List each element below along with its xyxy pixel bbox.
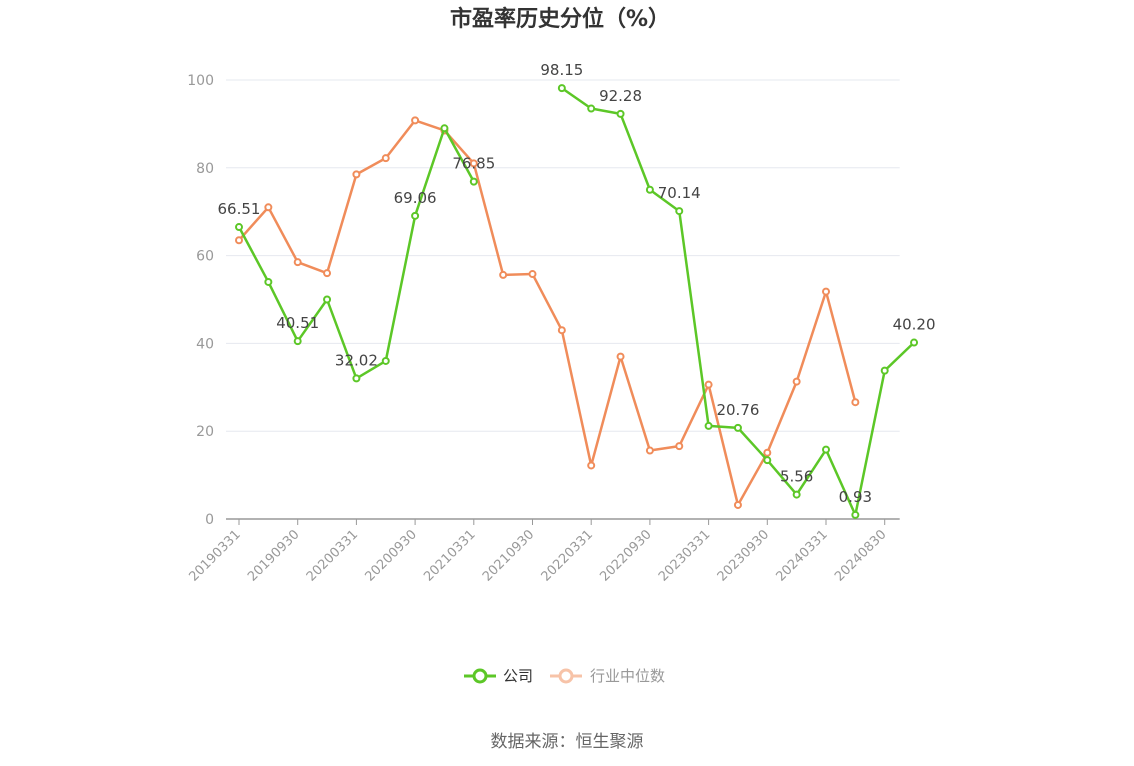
point-company [763, 456, 772, 465]
point-company [675, 207, 684, 216]
point-industry [645, 446, 654, 455]
x-tick-label: 20230930 [715, 527, 772, 584]
legend[interactable]: 公司 行业中位数 [464, 667, 665, 685]
legend-industry-marker [558, 668, 574, 684]
point-company [323, 295, 332, 304]
legend-company-label: 公司 [503, 667, 533, 685]
point-company [235, 223, 243, 232]
x-tick-label: 20190930 [245, 527, 302, 584]
point-company [264, 277, 273, 286]
point-industry [352, 170, 361, 179]
point-industry [293, 258, 302, 267]
point-company [880, 366, 889, 375]
data-label: 92.28 [599, 87, 642, 105]
point-industry [851, 398, 860, 407]
x-axis: 20190331 20190930 20200331 20200930 20210331… [186, 518, 900, 585]
legend-item-industry[interactable]: 行业中位数 [550, 667, 665, 685]
data-label: 70.14 [658, 184, 701, 202]
point-industry [675, 442, 684, 451]
data-label: 5.56 [780, 468, 813, 486]
point-company [704, 421, 713, 430]
x-tick-label: 20210331 [421, 527, 478, 584]
data-labels: 66.51 40.51 32.02 69.06 76.85 98.15 92.28 70.14… [218, 61, 936, 506]
x-tick-label: 20190331 [186, 527, 243, 584]
series-line-company [237, 127, 475, 380]
series-line-company [561, 87, 915, 517]
point-company [440, 124, 449, 133]
y-tick-label: 20 [196, 424, 214, 440]
point-industry [264, 203, 273, 212]
point-company [557, 84, 566, 93]
point-industry [235, 236, 243, 245]
y-tick-label: 60 [196, 249, 214, 265]
x-tick-label: 20200930 [363, 527, 420, 584]
point-company [411, 211, 420, 220]
point-company [910, 338, 919, 347]
source-note: 数据来源：恒生聚源 [491, 732, 644, 752]
point-company [733, 423, 742, 432]
legend-industry-label: 行业中位数 [590, 667, 665, 685]
y-tick-label: 40 [196, 336, 214, 352]
point-company [792, 490, 801, 499]
point-company [352, 374, 361, 383]
series-group [235, 84, 919, 519]
point-industry [381, 154, 390, 163]
x-tick-label: 20240331 [773, 527, 830, 584]
point-industry [469, 159, 478, 168]
data-label: 0.93 [839, 488, 872, 506]
x-tick-label: 20230331 [656, 527, 713, 584]
point-industry [557, 326, 566, 335]
data-label: 20.76 [716, 401, 759, 419]
data-label: 40.20 [893, 316, 936, 334]
y-tick-label: 0 [205, 512, 214, 528]
data-label: 76.85 [452, 155, 495, 173]
point-industry [587, 461, 596, 470]
legend-company-marker [472, 668, 488, 684]
point-company [616, 109, 625, 118]
grid [226, 79, 900, 432]
data-label: 32.02 [335, 351, 378, 369]
point-industry [733, 500, 742, 509]
series-line-industry [238, 119, 857, 507]
x-tick-label: 20200331 [304, 527, 361, 584]
data-label: 40.51 [276, 314, 319, 332]
point-industry [323, 269, 332, 278]
point-industry [499, 270, 508, 279]
x-tick-label: 20240830 [832, 527, 889, 584]
point-company [381, 356, 390, 365]
y-tick-label: 80 [196, 161, 214, 177]
point-industry [792, 377, 801, 386]
point-industry [763, 448, 772, 457]
point-industry [411, 116, 420, 125]
y-axis: 0 20 40 60 80 100 [187, 73, 214, 528]
chart-title: 市盈率历史分位（%） [450, 6, 670, 32]
point-industry [616, 352, 625, 361]
data-label: 69.06 [394, 189, 437, 207]
point-company [587, 104, 596, 113]
point-industry [528, 270, 537, 279]
x-tick-label: 20220331 [539, 527, 596, 584]
x-tick-label: 20210930 [480, 527, 537, 584]
point-company [469, 177, 478, 186]
x-tick-label: 20220930 [597, 527, 654, 584]
point-company [293, 337, 302, 346]
point-industry [822, 287, 830, 296]
point-company [851, 510, 860, 519]
point-industry [704, 380, 713, 389]
y-tick-label: 100 [187, 73, 214, 89]
data-label: 66.51 [218, 200, 261, 218]
point-company [822, 445, 830, 454]
legend-item-company[interactable]: 公司 [464, 667, 533, 685]
point-company [645, 185, 654, 194]
data-label: 98.15 [540, 61, 583, 79]
